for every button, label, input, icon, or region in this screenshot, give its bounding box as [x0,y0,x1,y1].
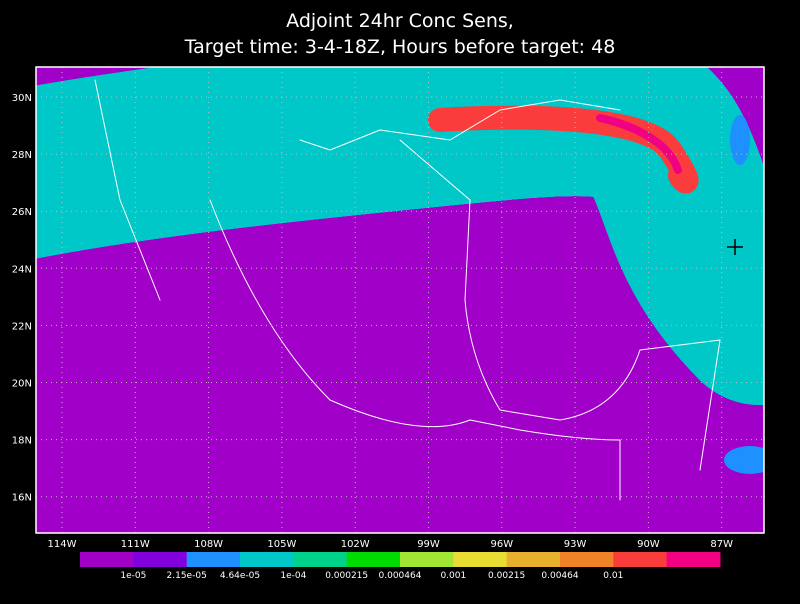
lon-label: 93W [564,539,587,550]
lat-label: 28N [12,150,32,161]
lon-label: 102W [341,539,370,550]
colorbar-swatch [453,552,508,567]
sensitivity-field [36,67,764,501]
colorbar-swatch [613,552,668,567]
colorbar-label: 1e-04 [280,571,306,581]
colorbar-swatch [400,552,454,567]
colorbar-swatch [506,552,561,567]
coastline [94,79,721,501]
lat-label: 22N [12,321,32,332]
lon-label: 114W [48,539,77,550]
lon-label: 99W [417,539,440,550]
colorbar-swatch [666,552,721,567]
map-frame [35,66,765,534]
colorbar-label: 0.000215 [325,571,368,581]
lat-label: 24N [12,264,32,275]
title-line: Target time: 3-4-18Z, Hours before targe… [184,36,616,58]
colorbar-swatch [240,552,294,567]
lon-label: 90W [637,539,660,550]
lat-label: 18N [12,436,32,447]
lon-label: 87W [710,539,733,550]
lon-label: 111W [121,539,150,550]
colorbar-swatch [560,552,614,567]
colorbar-label: 0.00215 [488,571,525,581]
blob [730,115,750,165]
colorbar-label: 1e-05 [120,571,146,581]
colorbar-label: 4.64e-05 [220,571,260,581]
lat-label: 20N [12,379,32,390]
title-line: Adjoint 24hr Conc Sens, [286,10,514,32]
colorbar-swatch [133,552,188,567]
colorbar-swatch [80,552,134,567]
lon-label: 96W [490,539,513,550]
lon-label: 108W [194,539,223,550]
lat-label: 26N [12,207,32,218]
lon-label: 105W [267,539,296,550]
colorbar: 1e-05 2.15e-05 4.64e-05 1e-04 0.000215 0.0004… [80,552,721,581]
colorbar-label: 0.000464 [379,571,422,581]
target-marker [727,239,743,255]
colorbar-label: 0.01 [603,571,623,581]
colorbar-label: 2.15e-05 [167,571,207,581]
graticule: 114W 111W 108W 105W 102W 99W 96W 93W 90W 87W 30N 28… [12,67,764,550]
blob [724,446,764,474]
colorbar-label: 0.00464 [541,571,578,581]
colorbar-swatch [293,552,348,567]
plume-peak [596,114,682,174]
lat-label: 30N [12,93,32,104]
colorbar-swatch [346,552,401,567]
lat-label: 16N [12,493,32,504]
colorbar-swatch [186,552,241,567]
colorbar-label: 0.001 [440,571,466,581]
